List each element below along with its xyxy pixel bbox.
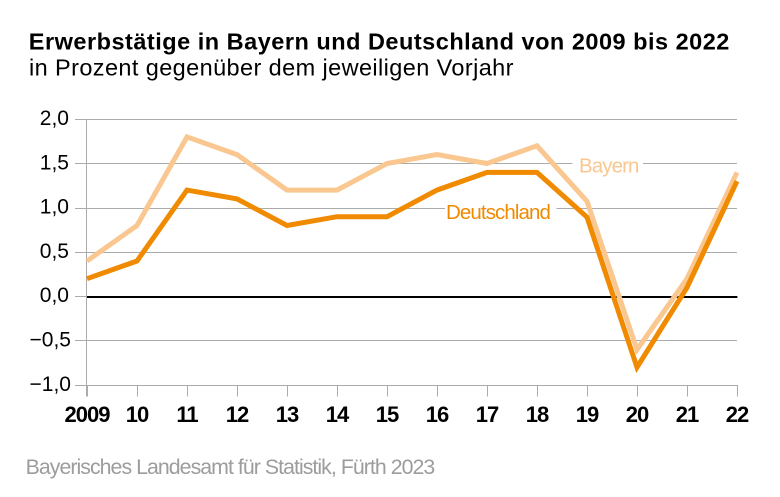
svg-text:14: 14 <box>326 402 350 427</box>
svg-text:16: 16 <box>426 402 449 427</box>
svg-text:15: 15 <box>376 402 399 427</box>
svg-text:17: 17 <box>476 402 499 427</box>
svg-text:in Prozent gegenüber dem jewei: in Prozent gegenüber dem jeweiligen Vorj… <box>29 55 514 81</box>
svg-text:10: 10 <box>126 402 149 427</box>
svg-text:2009: 2009 <box>65 402 111 427</box>
svg-text:12: 12 <box>226 402 249 427</box>
svg-text:18: 18 <box>526 402 549 427</box>
svg-text:Bayern: Bayern <box>579 155 639 178</box>
svg-text:20: 20 <box>626 402 649 427</box>
svg-text:−1,0: −1,0 <box>30 373 71 396</box>
svg-text:21: 21 <box>676 402 699 427</box>
svg-text:Erwerbstätige in Bayern und De: Erwerbstätige in Bayern und Deutschland … <box>29 29 730 55</box>
svg-text:0,0: 0,0 <box>40 284 69 307</box>
svg-text:−0,5: −0,5 <box>30 328 71 351</box>
svg-text:11: 11 <box>176 402 198 427</box>
svg-text:0,5: 0,5 <box>40 240 69 263</box>
svg-text:Bayerisches Landesamt für Stat: Bayerisches Landesamt für Statistik, Für… <box>26 455 435 479</box>
svg-text:Deutschland: Deutschland <box>446 201 551 224</box>
svg-text:2,0: 2,0 <box>40 107 69 130</box>
svg-text:13: 13 <box>276 402 299 427</box>
svg-text:1,0: 1,0 <box>40 196 69 219</box>
svg-text:1,5: 1,5 <box>40 151 69 174</box>
svg-text:19: 19 <box>576 402 599 427</box>
svg-text:22: 22 <box>726 402 749 427</box>
